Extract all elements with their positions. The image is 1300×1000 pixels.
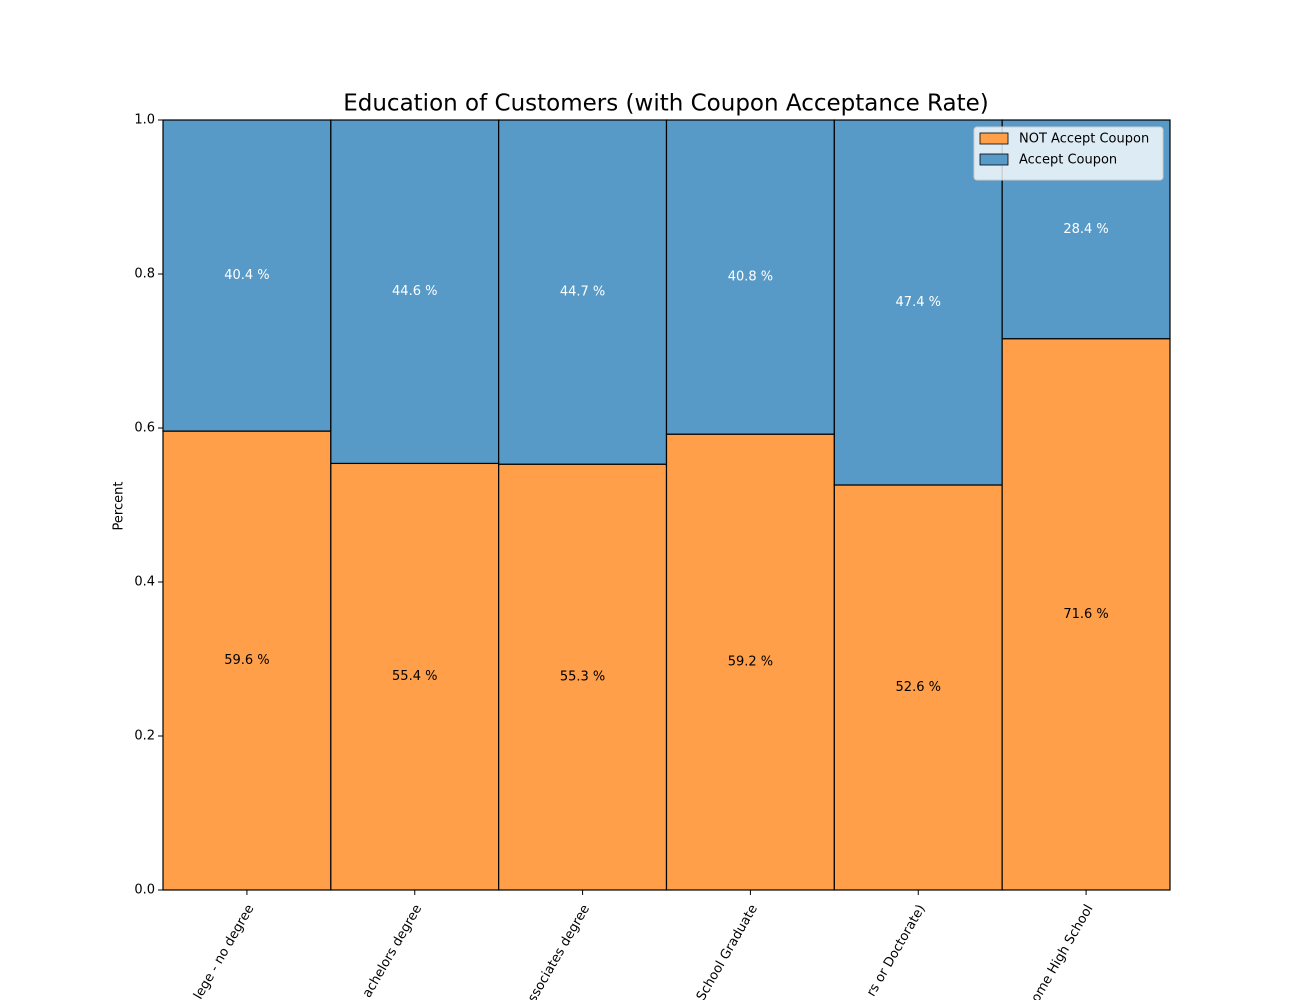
y-tick-label: 0.6 — [134, 421, 155, 436]
x-tick-label: ome High School — [1029, 902, 1097, 1000]
y-axis-label: Percent — [112, 482, 127, 531]
legend-label: Accept Coupon — [1019, 153, 1117, 168]
bar-segment — [330, 119, 500, 465]
legend-swatch — [979, 153, 1009, 166]
x-tick-label: lege - no degree — [191, 902, 257, 1000]
data-label: 40.8 % — [728, 270, 773, 285]
data-label: 52.6 % — [896, 680, 941, 695]
bar-segment — [833, 119, 1003, 486]
y-tick-label: 0.4 — [134, 575, 155, 590]
data-label: 59.6 % — [224, 653, 269, 668]
bar-segment — [1001, 338, 1171, 891]
y-tick-label: 0.0 — [134, 883, 155, 898]
y-tick-label: 1.0 — [134, 113, 155, 128]
x-tick-label: rs or Doctorate) — [864, 902, 929, 999]
data-label: 59.2 % — [728, 655, 773, 670]
chart-title: Education of Customers (with Coupon Acce… — [343, 91, 989, 117]
x-tick-label: School Graduate — [694, 902, 761, 1000]
plot-frame — [162, 119, 1171, 891]
y-tick-label: 0.2 — [134, 729, 155, 744]
x-tick-label: achelors degree — [360, 902, 425, 1000]
bar-segment — [833, 484, 1003, 891]
data-label: 55.4 % — [392, 669, 437, 684]
y-tick-label: 0.8 — [134, 267, 155, 282]
legend: NOT Accept Coupon Accept Coupon — [973, 126, 1164, 181]
data-label: 44.6 % — [392, 284, 437, 299]
bar-segment — [330, 462, 500, 891]
data-label: 28.4 % — [1063, 222, 1108, 237]
data-label: 40.4 % — [224, 268, 269, 283]
data-label: 55.3 % — [560, 670, 605, 685]
data-label: 44.7 % — [560, 285, 605, 300]
data-label: 71.6 % — [1063, 607, 1108, 622]
data-label: 47.4 % — [896, 295, 941, 310]
bar-segment — [665, 119, 835, 435]
legend-swatch — [979, 132, 1009, 145]
legend-box — [973, 126, 1164, 181]
x-tick-label: ssociates degree — [525, 902, 593, 1000]
bar-segment — [498, 119, 668, 465]
legend-label: NOT Accept Coupon — [1019, 132, 1149, 147]
bar-segment — [162, 430, 332, 891]
